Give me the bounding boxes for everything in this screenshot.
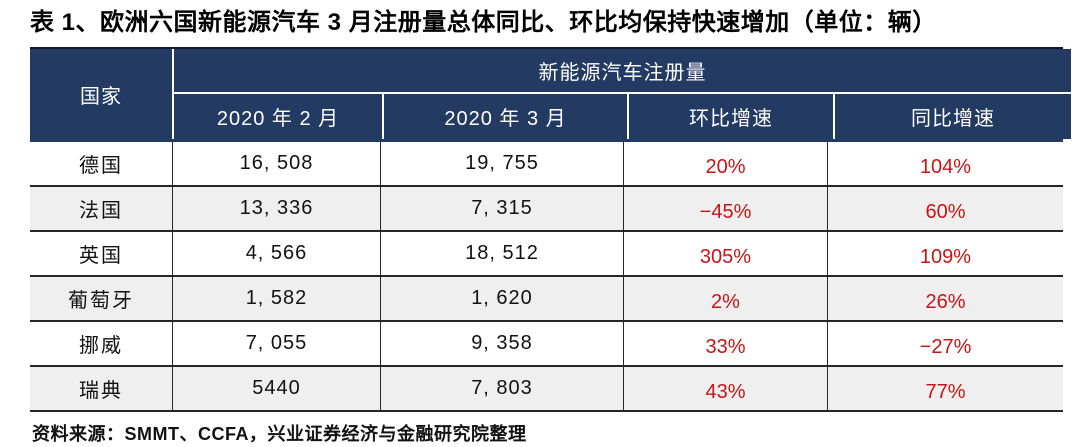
table-row-portugal: 葡萄牙 1, 582 1, 620 2% 26% bbox=[30, 275, 1063, 320]
cell-feb-value: 5440 bbox=[172, 367, 380, 410]
cell-feb-value: 1, 582 bbox=[172, 277, 380, 320]
header-mar-2020: 2020 年 3 月 bbox=[384, 94, 627, 139]
cell-yoy-growth: 109% bbox=[827, 232, 1063, 275]
page-title: 表 1、欧洲六国新能源汽车 3 月注册量总体同比、环比均保持快速增加（单位：辆） bbox=[30, 9, 937, 36]
table-row-germany: 德国 16, 508 19, 755 20% 104% bbox=[30, 142, 1063, 185]
cell-country: 葡萄牙 bbox=[68, 290, 134, 312]
table-row-france: 法国 13, 336 7, 315 −45% 60% bbox=[30, 185, 1063, 230]
cell-mar-value: 7, 315 bbox=[380, 187, 623, 230]
cell-feb-value: 13, 336 bbox=[172, 187, 380, 230]
table-header: 国家 新能源汽车注册量 2020 年 2 月 2020 年 3 月 环比增速 同… bbox=[30, 47, 1071, 142]
cell-yoy-growth: 77% bbox=[827, 367, 1063, 410]
cell-mar-value: 19, 755 bbox=[380, 142, 623, 185]
table-row-uk: 英国 4, 566 18, 512 305% 109% bbox=[30, 230, 1063, 275]
header-country: 国家 bbox=[30, 49, 172, 139]
table-row-norway: 挪威 7, 055 9, 358 33% −27% bbox=[30, 320, 1063, 365]
ev-registration-table: 国家 新能源汽车注册量 2020 年 2 月 2020 年 3 月 环比增速 同… bbox=[30, 47, 1071, 412]
table-body: 德国 16, 508 19, 755 20% 104% 法国 13, 336 7… bbox=[30, 142, 1063, 412]
cell-yoy-growth: −27% bbox=[827, 322, 1063, 365]
cell-mom-growth: 20% bbox=[623, 142, 827, 185]
cell-mom-growth: 2% bbox=[623, 277, 827, 320]
header-yoy-growth: 同比增速 bbox=[835, 94, 1071, 139]
cell-country: 英国 bbox=[79, 245, 123, 267]
cell-mom-growth: 305% bbox=[623, 232, 827, 275]
cell-feb-value: 7, 055 bbox=[172, 322, 380, 365]
header-feb-2020: 2020 年 2 月 bbox=[174, 94, 382, 139]
cell-yoy-growth: 26% bbox=[827, 277, 1063, 320]
cell-country: 法国 bbox=[79, 200, 123, 222]
cell-yoy-growth: 104% bbox=[827, 142, 1063, 185]
header-mom-growth: 环比增速 bbox=[629, 94, 833, 139]
cell-country: 挪威 bbox=[79, 335, 123, 357]
source-note: 资料来源：SMMT、CCFA，兴业证券经济与金融研究院整理 bbox=[32, 424, 527, 444]
cell-mar-value: 7, 803 bbox=[380, 367, 623, 410]
cell-mar-value: 9, 358 bbox=[380, 322, 623, 365]
cell-country: 德国 bbox=[79, 155, 123, 177]
cell-mar-value: 1, 620 bbox=[380, 277, 623, 320]
cell-mar-value: 18, 512 bbox=[380, 232, 623, 275]
cell-feb-value: 4, 566 bbox=[172, 232, 380, 275]
cell-mom-growth: 43% bbox=[623, 367, 827, 410]
cell-mom-growth: 33% bbox=[623, 322, 827, 365]
header-group-nev-registrations: 新能源汽车注册量 bbox=[174, 49, 1071, 92]
cell-mom-growth: −45% bbox=[623, 187, 827, 230]
cell-yoy-growth: 60% bbox=[827, 187, 1063, 230]
table-row-sweden: 瑞典 5440 7, 803 43% 77% bbox=[30, 365, 1063, 410]
cell-feb-value: 16, 508 bbox=[172, 142, 380, 185]
cell-country: 瑞典 bbox=[79, 380, 123, 402]
